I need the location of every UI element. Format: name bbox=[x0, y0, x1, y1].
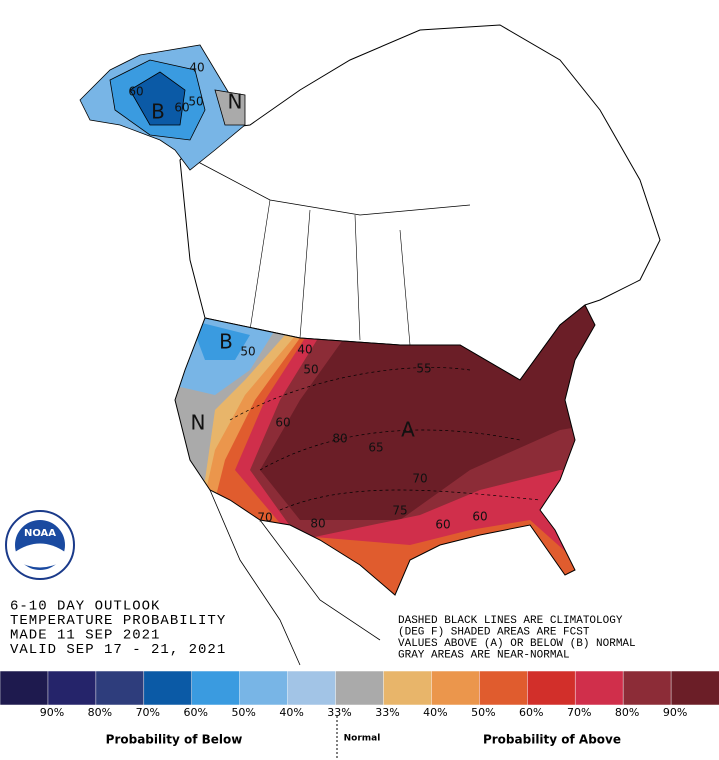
legend-tick-label: 50% bbox=[231, 706, 255, 719]
map-label: 60 bbox=[275, 416, 290, 430]
map-label: 60 bbox=[128, 85, 143, 99]
map-label: A bbox=[401, 418, 415, 442]
legend-swatch bbox=[479, 670, 529, 706]
map-label: 55 bbox=[416, 362, 431, 376]
note-line: GRAY AREAS ARE NEAR-NORMAL bbox=[398, 649, 570, 661]
note-line: DASHED BLACK LINES ARE CLIMATOLOGY bbox=[398, 615, 623, 627]
legend-swatch bbox=[287, 670, 337, 706]
legend-swatch bbox=[191, 670, 241, 706]
legend-swatch bbox=[574, 670, 624, 706]
normal-label: Normal bbox=[344, 734, 381, 744]
map-label: 50 bbox=[188, 95, 203, 109]
map-label: 65 bbox=[368, 441, 383, 455]
legend-tick-label: 80% bbox=[88, 706, 112, 719]
map-label: 50 bbox=[240, 345, 255, 359]
legend-swatch bbox=[431, 670, 481, 706]
legend-tick-label: 40% bbox=[279, 706, 303, 719]
legend-notes: DASHED BLACK LINES ARE CLIMATOLOGY(DEG F… bbox=[398, 615, 636, 662]
map-label: 60 bbox=[435, 518, 450, 532]
note-line: (DEG F) SHADED AREAS ARE FCST bbox=[398, 626, 590, 638]
legend-tick-label: 60% bbox=[184, 706, 208, 719]
map-label: 50 bbox=[303, 363, 318, 377]
legend-tick-label: 90% bbox=[40, 706, 64, 719]
map-label: N bbox=[191, 411, 206, 435]
logo-text: NOAA bbox=[24, 528, 56, 539]
note-line: VALUES ABOVE (A) OR BELOW (B) NORMAL bbox=[398, 638, 636, 650]
legend-swatch bbox=[335, 670, 385, 706]
map-label: 70 bbox=[257, 511, 272, 525]
legend-swatch bbox=[383, 670, 433, 706]
legend-tick-label: 50% bbox=[471, 706, 495, 719]
below-label: Probability of Below bbox=[106, 733, 243, 747]
legend-swatch bbox=[0, 670, 49, 706]
map-label: B bbox=[151, 100, 165, 124]
map-label: 60 bbox=[472, 510, 487, 524]
legend-tick-label: 90% bbox=[663, 706, 687, 719]
legend-swatch bbox=[47, 670, 97, 706]
outlook-line: VALID SEP 17 - 21, 2021 bbox=[10, 642, 226, 658]
legend-swatch bbox=[95, 670, 145, 706]
legend-swatch bbox=[143, 670, 193, 706]
map-label: 80 bbox=[310, 517, 325, 531]
us-outline bbox=[174, 304, 596, 596]
alaska bbox=[79, 44, 246, 171]
legend-tick-label: 40% bbox=[423, 706, 447, 719]
climatology-lines bbox=[229, 367, 541, 511]
legend-tick-label: 33% bbox=[327, 706, 351, 719]
outlook-line: TEMPERATURE PROBABILITY bbox=[10, 613, 226, 629]
mexico bbox=[209, 489, 381, 666]
legend-tick-label: 33% bbox=[375, 706, 399, 719]
legend-swatch bbox=[670, 670, 719, 706]
legend-swatch bbox=[527, 670, 576, 706]
outlook-line: MADE 11 SEP 2021 bbox=[10, 628, 160, 644]
map-label: N bbox=[228, 90, 243, 114]
map-label: 70 bbox=[412, 472, 427, 486]
map-label: B bbox=[219, 330, 233, 354]
outlook-line: 6-10 DAY OUTLOOK bbox=[10, 599, 160, 615]
map-label: 40 bbox=[189, 61, 204, 75]
legend-tick-label: 60% bbox=[519, 706, 543, 719]
above-label: Probability of Above bbox=[483, 733, 621, 747]
noaa-logo: NOAA bbox=[5, 510, 75, 580]
map-label: 60 bbox=[174, 101, 189, 115]
map-label: 40 bbox=[297, 343, 312, 357]
legend-tick-label: 70% bbox=[136, 706, 160, 719]
legend-swatch bbox=[239, 670, 289, 706]
legend-tick-label: 80% bbox=[615, 706, 639, 719]
legend-swatch bbox=[622, 670, 672, 706]
map-label: 75 bbox=[392, 504, 407, 518]
map-label: 80 bbox=[332, 432, 347, 446]
legend-tick-label: 70% bbox=[567, 706, 591, 719]
